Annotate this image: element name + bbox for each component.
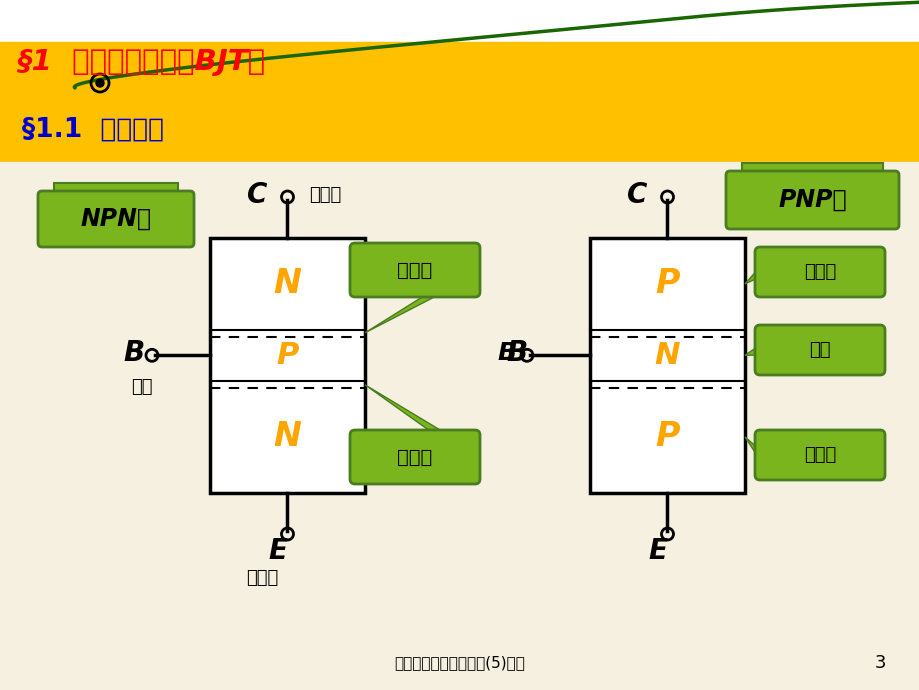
- Text: 发射区: 发射区: [803, 446, 835, 464]
- Text: 3: 3: [873, 654, 885, 672]
- Text: 集电区: 集电区: [803, 263, 835, 281]
- Text: E: E: [267, 537, 287, 565]
- Text: §1.1  基本结构: §1.1 基本结构: [22, 117, 164, 143]
- Text: 集电结: 集电结: [397, 261, 432, 279]
- Text: NPN型: NPN型: [81, 207, 152, 231]
- Text: C: C: [627, 181, 647, 209]
- Bar: [0, 640, 919, 690]
- Text: B: B: [505, 339, 527, 367]
- Text: B: B: [123, 339, 144, 367]
- Bar: [742, 163, 882, 175]
- Text: PNP型: PNP型: [777, 188, 845, 212]
- Text: §1  双极型晶体管（BJT）: §1 双极型晶体管（BJT）: [18, 48, 266, 76]
- Text: 集电极: 集电极: [309, 186, 341, 204]
- Text: 基区: 基区: [809, 341, 830, 359]
- Polygon shape: [744, 267, 759, 284]
- Bar: [210, 238, 365, 493]
- Text: 发射极: 发射极: [246, 569, 278, 587]
- Text: P: P: [276, 341, 299, 370]
- Text: 晶体管及其小信号放大(5)课件: 晶体管及其小信号放大(5)课件: [394, 656, 525, 671]
- Polygon shape: [365, 385, 474, 463]
- FancyBboxPatch shape: [754, 247, 884, 297]
- Bar: [0, 0, 919, 42]
- Text: N: N: [273, 268, 301, 300]
- Bar: [0, 42, 919, 162]
- Polygon shape: [744, 437, 759, 460]
- FancyBboxPatch shape: [349, 243, 480, 297]
- Text: P: P: [654, 420, 679, 453]
- Text: 基极: 基极: [131, 378, 153, 396]
- Polygon shape: [744, 345, 759, 355]
- FancyBboxPatch shape: [754, 430, 884, 480]
- Text: 发射结: 发射结: [397, 448, 432, 466]
- Polygon shape: [365, 264, 474, 333]
- Circle shape: [96, 79, 104, 87]
- Text: P: P: [654, 268, 679, 300]
- Text: B: B: [497, 342, 516, 365]
- Bar: [589, 238, 744, 493]
- FancyBboxPatch shape: [38, 191, 194, 247]
- Bar: [0, 162, 919, 690]
- FancyBboxPatch shape: [349, 430, 480, 484]
- Text: C: C: [247, 181, 267, 209]
- Text: N: N: [654, 341, 679, 370]
- FancyBboxPatch shape: [754, 325, 884, 375]
- Bar: [54, 183, 177, 195]
- Text: E: E: [647, 537, 666, 565]
- Text: N: N: [273, 420, 301, 453]
- FancyBboxPatch shape: [725, 171, 898, 229]
